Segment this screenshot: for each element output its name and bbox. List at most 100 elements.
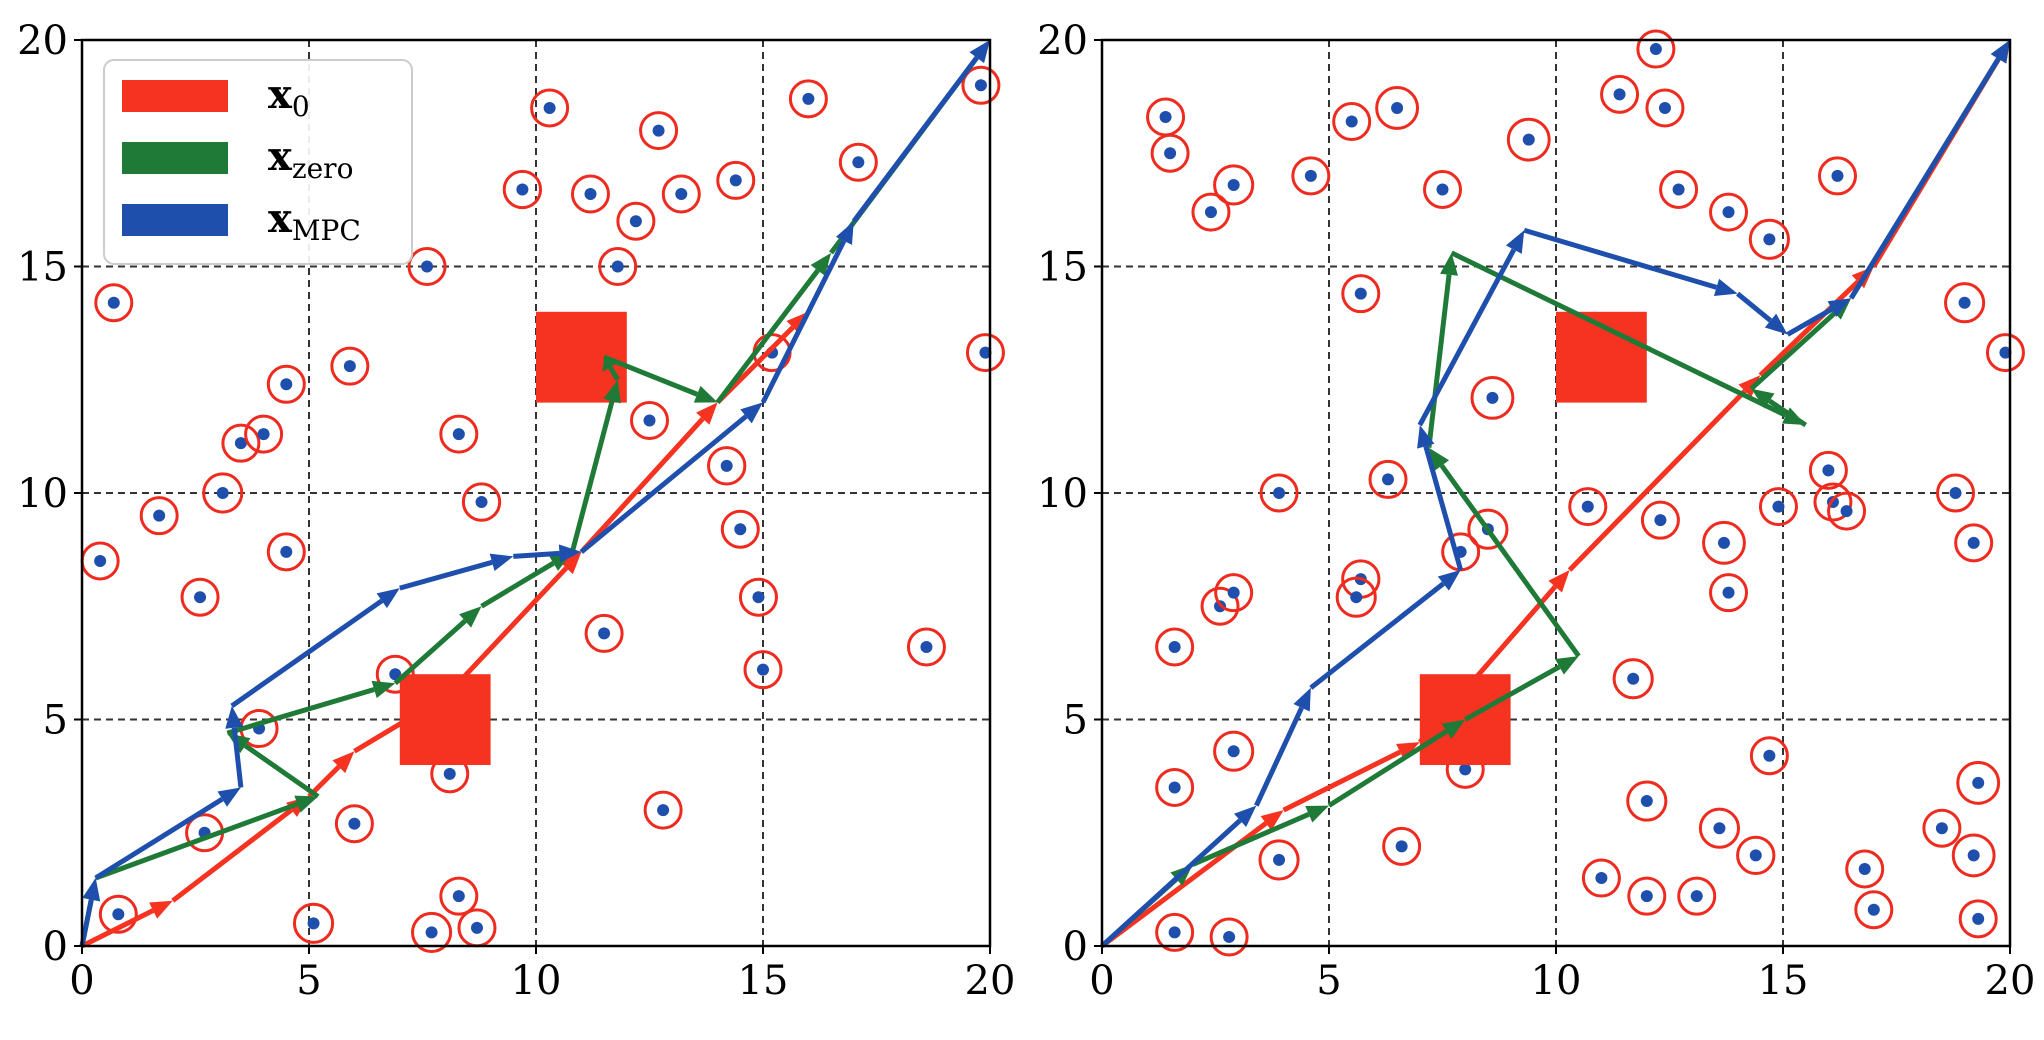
obstacle-ring	[716, 160, 756, 200]
trajectory-segment	[603, 354, 699, 397]
trajectory-arrowhead	[559, 551, 582, 575]
obstacle-ring	[330, 346, 370, 386]
obstacle-center	[112, 908, 125, 921]
trajectory-arrowhead	[1441, 719, 1466, 739]
y-tick-label: 10	[1037, 471, 1088, 517]
obstacle-ring	[1335, 576, 1377, 618]
obstacle-ring	[1854, 890, 1894, 930]
y-tick-label: 5	[1063, 698, 1088, 744]
obstacle-ring	[1985, 333, 2025, 373]
obstacle-center	[1717, 536, 1730, 549]
obstacle-ring	[1600, 74, 1640, 114]
y-tick-label: 20	[1037, 18, 1088, 64]
obstacle-ring	[1951, 833, 1996, 878]
legend-swatch-x0	[122, 80, 228, 112]
obstacle-center	[348, 817, 361, 830]
obstacle-ring	[407, 247, 447, 286]
obstacle-center	[1772, 500, 1785, 513]
trajectory-segment	[1254, 706, 1304, 807]
obstacle-ring	[1698, 807, 1741, 849]
trajectory-arrowhead	[1555, 656, 1579, 675]
obstacle-center	[734, 523, 747, 536]
trajectory-segment	[230, 598, 384, 708]
obstacle-center	[852, 156, 865, 169]
obstacle-center	[1227, 745, 1240, 758]
trajectory-arrowhead	[294, 795, 319, 813]
trajectory-segment	[1327, 729, 1448, 808]
obstacle-center	[153, 509, 166, 522]
legend-swatch-xmpc	[122, 204, 228, 236]
trajectory-arrowhead	[376, 588, 400, 609]
obstacle-ring	[1954, 523, 1994, 563]
trajectory-arrowhead	[371, 680, 396, 699]
trajectory-segment	[608, 366, 620, 382]
obstacle-center	[280, 378, 293, 391]
obstacle-ring	[1758, 487, 1798, 527]
legend-label-main: x	[268, 71, 293, 118]
trajectory-segment	[1100, 818, 1242, 948]
obstacle-ring	[1922, 808, 1962, 848]
legend-label-sub: zero	[292, 152, 354, 185]
obstacle-center	[757, 663, 769, 676]
obstacle-center	[1382, 473, 1395, 486]
trajectory-segment	[1191, 812, 1310, 867]
obstacle-ring	[1568, 487, 1608, 527]
obstacle-ring	[1612, 658, 1654, 700]
obstacle-ring	[838, 142, 878, 182]
obstacle-ring	[1467, 508, 1509, 550]
obstacle-ring	[1214, 573, 1254, 613]
obstacle-center	[1654, 514, 1667, 527]
trajectory-arrowhead	[1548, 570, 1570, 593]
trajectory-arrowhead	[1428, 447, 1450, 471]
obstacle-center	[1949, 487, 1962, 499]
trajectory-arrowhead	[1713, 278, 1738, 297]
obstacle-center	[1391, 101, 1404, 114]
obstacle-center	[1749, 849, 1762, 862]
trajectory-segment	[1749, 311, 1837, 391]
obstacle-center	[611, 260, 624, 273]
y-tick-label: 0	[1063, 924, 1088, 970]
trajectory-segment	[443, 566, 569, 699]
goal-square	[536, 311, 627, 403]
obstacle-ring	[1645, 88, 1685, 128]
obstacle-ring	[1677, 876, 1717, 916]
obstacle-center	[584, 188, 597, 201]
obstacle-ring	[202, 472, 244, 514]
trajectory-arrowhead	[1751, 388, 1775, 409]
obstacle-ring	[1506, 117, 1551, 162]
obstacle-center	[1168, 641, 1181, 654]
obstacle-ring	[98, 894, 138, 934]
obstacle-center	[443, 767, 456, 780]
legend-label-xzero: xzero	[268, 133, 353, 185]
obstacle-center	[657, 804, 670, 817]
obstacle-center	[1972, 912, 1985, 925]
obstacle-center	[1967, 536, 1980, 549]
trajectory-arrowhead	[225, 705, 244, 729]
obstacle-ring	[1736, 835, 1776, 876]
obstacle-ring	[1213, 730, 1255, 772]
goal-square	[399, 674, 491, 765]
obstacle-center	[1159, 111, 1172, 124]
legend-swatch-xzero	[122, 142, 228, 174]
obstacle-ring	[639, 111, 679, 151]
obstacle-ring	[461, 482, 502, 522]
trajectory-segment	[1523, 227, 1718, 290]
obstacle-ring	[1191, 192, 1231, 232]
obstacle-ring	[180, 577, 220, 617]
trajectory-segment	[480, 561, 555, 609]
obstacle-ring	[221, 423, 261, 463]
obstacle-ring	[1155, 767, 1195, 807]
obstacle-ring	[244, 414, 284, 454]
obstacle-ring	[1956, 760, 2001, 805]
obstacle-center	[1627, 672, 1640, 685]
obstacle-ring	[1817, 156, 1857, 196]
obstacle-ring	[1636, 29, 1676, 69]
obstacle-center	[234, 437, 247, 450]
obstacle-ring	[1332, 102, 1372, 142]
trajectory-segment	[1423, 445, 1464, 571]
grid-lines	[1102, 40, 2010, 946]
obstacle-center	[802, 92, 815, 105]
obstacle-ring	[1155, 912, 1195, 952]
